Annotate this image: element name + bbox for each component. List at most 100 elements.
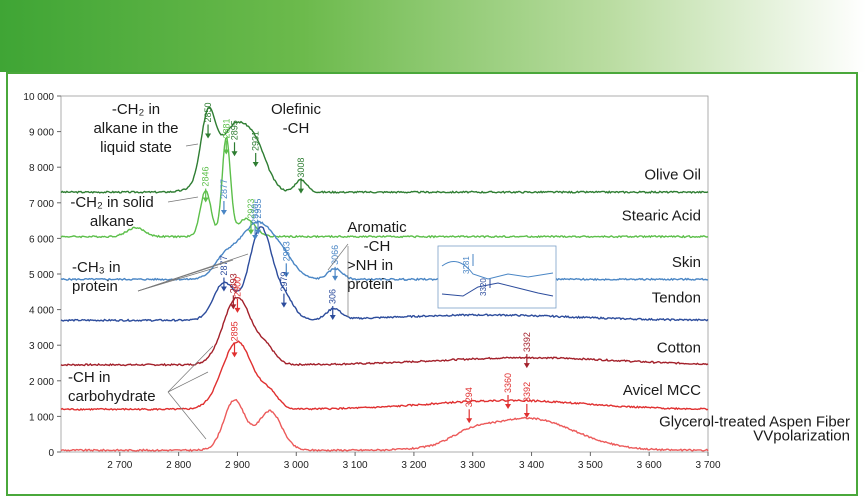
peak-marker: 2850	[203, 102, 213, 139]
peak-arrowhead	[205, 133, 212, 139]
ftir-spectra-chart: 0 1 000 2 000 3 000 4 000 5 000 6 000 7 000 8 00…	[23, 92, 850, 471]
peak-label: 2877	[219, 179, 229, 199]
peak-arrowhead	[252, 234, 259, 240]
peak-marker: 2983	[281, 241, 291, 278]
x-tick-label: 2 900	[225, 460, 250, 471]
x-tick-label: 3 000	[284, 460, 309, 471]
series-label: Skin	[672, 254, 701, 271]
annotation-ch-carbohydrate: carbohydrate	[68, 388, 156, 405]
annotation-ch2-liquid: liquid state	[100, 139, 172, 156]
x-tick-label: 3 600	[637, 460, 662, 471]
peak-arrowhead	[329, 315, 336, 321]
annotation-ch2-liquid: alkane in the	[93, 120, 178, 137]
leader-line	[185, 143, 199, 147]
inset-line-tendon	[441, 282, 554, 297]
peak-label: 2877	[219, 256, 229, 276]
leader-line	[167, 371, 209, 393]
peak-marker: 3066	[330, 245, 340, 281]
series-label: Glycerol-treated Aspen Fiber	[659, 413, 850, 430]
inset-peak-label: 3281	[462, 256, 471, 274]
peak-label: 2979	[279, 272, 289, 292]
peak-arrowhead	[523, 412, 530, 418]
annotation-olefinic: Olefinic	[271, 101, 322, 118]
y-tick-label: 1 000	[29, 412, 54, 423]
annotation-aromatic: Aromatic	[347, 219, 407, 236]
peak-label: 2931	[251, 131, 261, 151]
peak-marker: 2895	[230, 120, 240, 157]
peak-marker: 2931	[251, 131, 261, 167]
y-tick-label: 10 000	[23, 92, 54, 103]
leader-line	[167, 196, 199, 203]
peak-arrowhead	[230, 304, 237, 310]
x-tick-label: 3 100	[343, 460, 368, 471]
peak-label: 2935	[253, 199, 263, 219]
peak-arrowhead	[220, 286, 227, 292]
annotation-nh-protein: >NH in	[347, 257, 393, 274]
chart-frame: 0 1 000 2 000 3 000 4 000 5 000 6 000 7 000 8 00…	[6, 72, 858, 496]
peak-label: 3008	[296, 158, 306, 178]
inset-peak-label: 3320	[479, 278, 488, 296]
x-tick-label: 2 800	[166, 460, 191, 471]
x-tick-label: 3 300	[460, 460, 485, 471]
annotation-olefinic: -CH	[283, 120, 310, 137]
y-tick-label: 0	[48, 448, 54, 459]
peak-arrowhead	[234, 307, 241, 313]
leader-line	[167, 391, 207, 440]
peak-label: 2923	[246, 199, 256, 219]
annotation-ch2-solid: -CH₂ in solid	[70, 194, 153, 211]
peak-label: 2895	[230, 120, 240, 140]
series-label: Cotton	[657, 339, 701, 356]
y-tick-label: 7 000	[29, 199, 54, 210]
peak-arrowhead	[220, 210, 227, 216]
series-label: VVpolarization	[753, 427, 850, 444]
y-tick-label: 4 000	[29, 306, 54, 317]
peak-arrowhead	[505, 404, 512, 410]
peak-marker: 3360	[503, 373, 513, 410]
x-tick-label: 2 700	[107, 460, 132, 471]
peak-marker: 2893	[228, 273, 238, 310]
annotation-nh-protein: protein	[347, 276, 393, 293]
annotation-aromatic: -CH	[364, 238, 391, 255]
peak-arrowhead	[231, 352, 238, 358]
peak-arrowhead	[280, 302, 287, 308]
peak-label: 2893	[228, 273, 238, 293]
header-banner	[0, 0, 866, 72]
peak-marker: 2979	[279, 272, 289, 308]
peak-marker: 3392	[522, 332, 532, 369]
peak-marker: 2877	[219, 179, 229, 216]
peak-label: 2983	[281, 241, 291, 261]
peak-marker: 3008	[296, 158, 306, 194]
annotation-ch3-protein: protein	[72, 278, 118, 295]
series-line	[60, 398, 709, 452]
peak-arrowhead	[202, 197, 209, 203]
peak-arrowhead	[223, 149, 230, 155]
y-tick-label: 3 000	[29, 341, 54, 352]
peak-marker: 2846	[201, 167, 211, 203]
peak-arrowhead	[332, 275, 339, 281]
series-line	[60, 340, 709, 411]
peak-marker: 2900	[232, 277, 242, 313]
peak-arrowhead	[523, 363, 530, 369]
series-line	[60, 296, 709, 367]
y-tick-label: 9 000	[29, 128, 54, 139]
series-line	[60, 226, 709, 323]
peak-marker: 2895	[230, 321, 240, 358]
peak-label: 3360	[503, 373, 513, 393]
y-tick-label: 6 000	[29, 234, 54, 245]
series-line	[60, 220, 708, 282]
series-label: Olive Oil	[644, 167, 701, 184]
x-tick-label: 3 400	[519, 460, 544, 471]
peak-arrowhead	[466, 418, 473, 424]
peak-label: 2881	[221, 118, 231, 138]
peak-label: 2895	[230, 321, 240, 341]
annotation-ch2-solid: alkane	[90, 213, 134, 230]
peak-label: 2900	[232, 277, 242, 297]
peak-arrowhead	[252, 161, 259, 167]
series-label: Tendon	[652, 289, 701, 306]
annotation-ch2-liquid: -CH₂ in	[112, 101, 160, 118]
peak-label: 3392	[522, 382, 532, 402]
peak-arrowhead	[297, 188, 304, 194]
peak-label: 306	[328, 289, 338, 304]
inset-line-skin	[441, 261, 554, 280]
peak-label: 3066	[330, 245, 340, 265]
